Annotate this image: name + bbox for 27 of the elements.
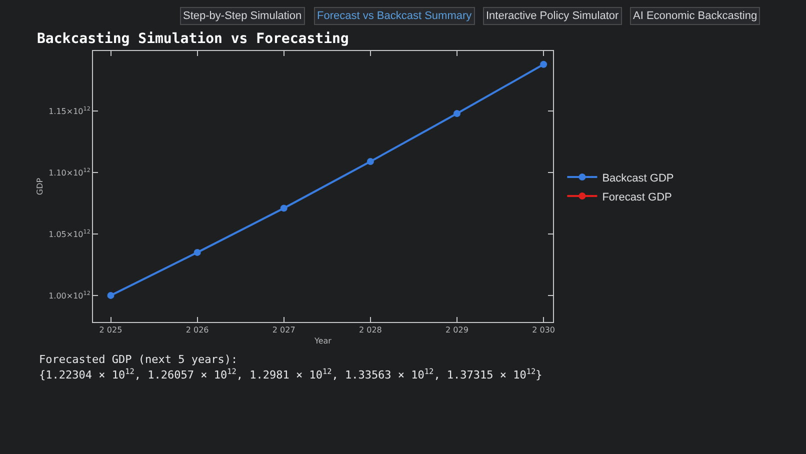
point xyxy=(454,110,460,118)
text: Interactive Policy Simulator xyxy=(486,10,619,22)
point xyxy=(366,158,374,165)
y-axis-title: GDP xyxy=(35,178,44,196)
x-axis-title: Year xyxy=(314,336,332,346)
x-tick-label: 2 027 xyxy=(272,326,296,335)
x-tick-label: 2 026 xyxy=(186,326,209,335)
y-tick-label: 1.00×10$^{12}$ xyxy=(48,290,90,300)
legend-label: Backcast GDP xyxy=(602,172,674,184)
text: AI Economic Backcasting xyxy=(633,10,758,22)
point xyxy=(107,292,114,299)
x-tick-label: 2 025 xyxy=(99,326,122,335)
point xyxy=(540,60,548,68)
y-tick-label: 1.05×10$^{12}$ xyxy=(48,228,90,239)
chart-title: Backcasting Simulation vs Forecasting xyxy=(37,30,349,47)
x-tick-label: 2 028 xyxy=(358,326,382,335)
x-tick-label: 2 029 xyxy=(446,326,468,335)
text: Step-by-Step Simulation xyxy=(183,10,302,22)
text: {1.22304 × 10$^{12}$, 1.26057 × 10$^{12}$, 1.2981 × 10$^{12}$, 1.33563 × 10$^{12}$, 1.37315 × 10$^{12}$} xyxy=(39,367,542,382)
legend-label: Forecast GDP xyxy=(602,191,672,204)
y-tick-label: 1.10×10$^{12}$ xyxy=(48,166,90,178)
point xyxy=(280,204,288,212)
point xyxy=(194,248,201,256)
y-tick-label: 1.15×10$^{12}$ xyxy=(48,106,90,116)
x-tick-label: 2 030 xyxy=(532,326,556,335)
text: Forecast vs Backcast Summary xyxy=(317,10,472,22)
text: Forecasted GDP (next 5 years): xyxy=(39,353,238,366)
